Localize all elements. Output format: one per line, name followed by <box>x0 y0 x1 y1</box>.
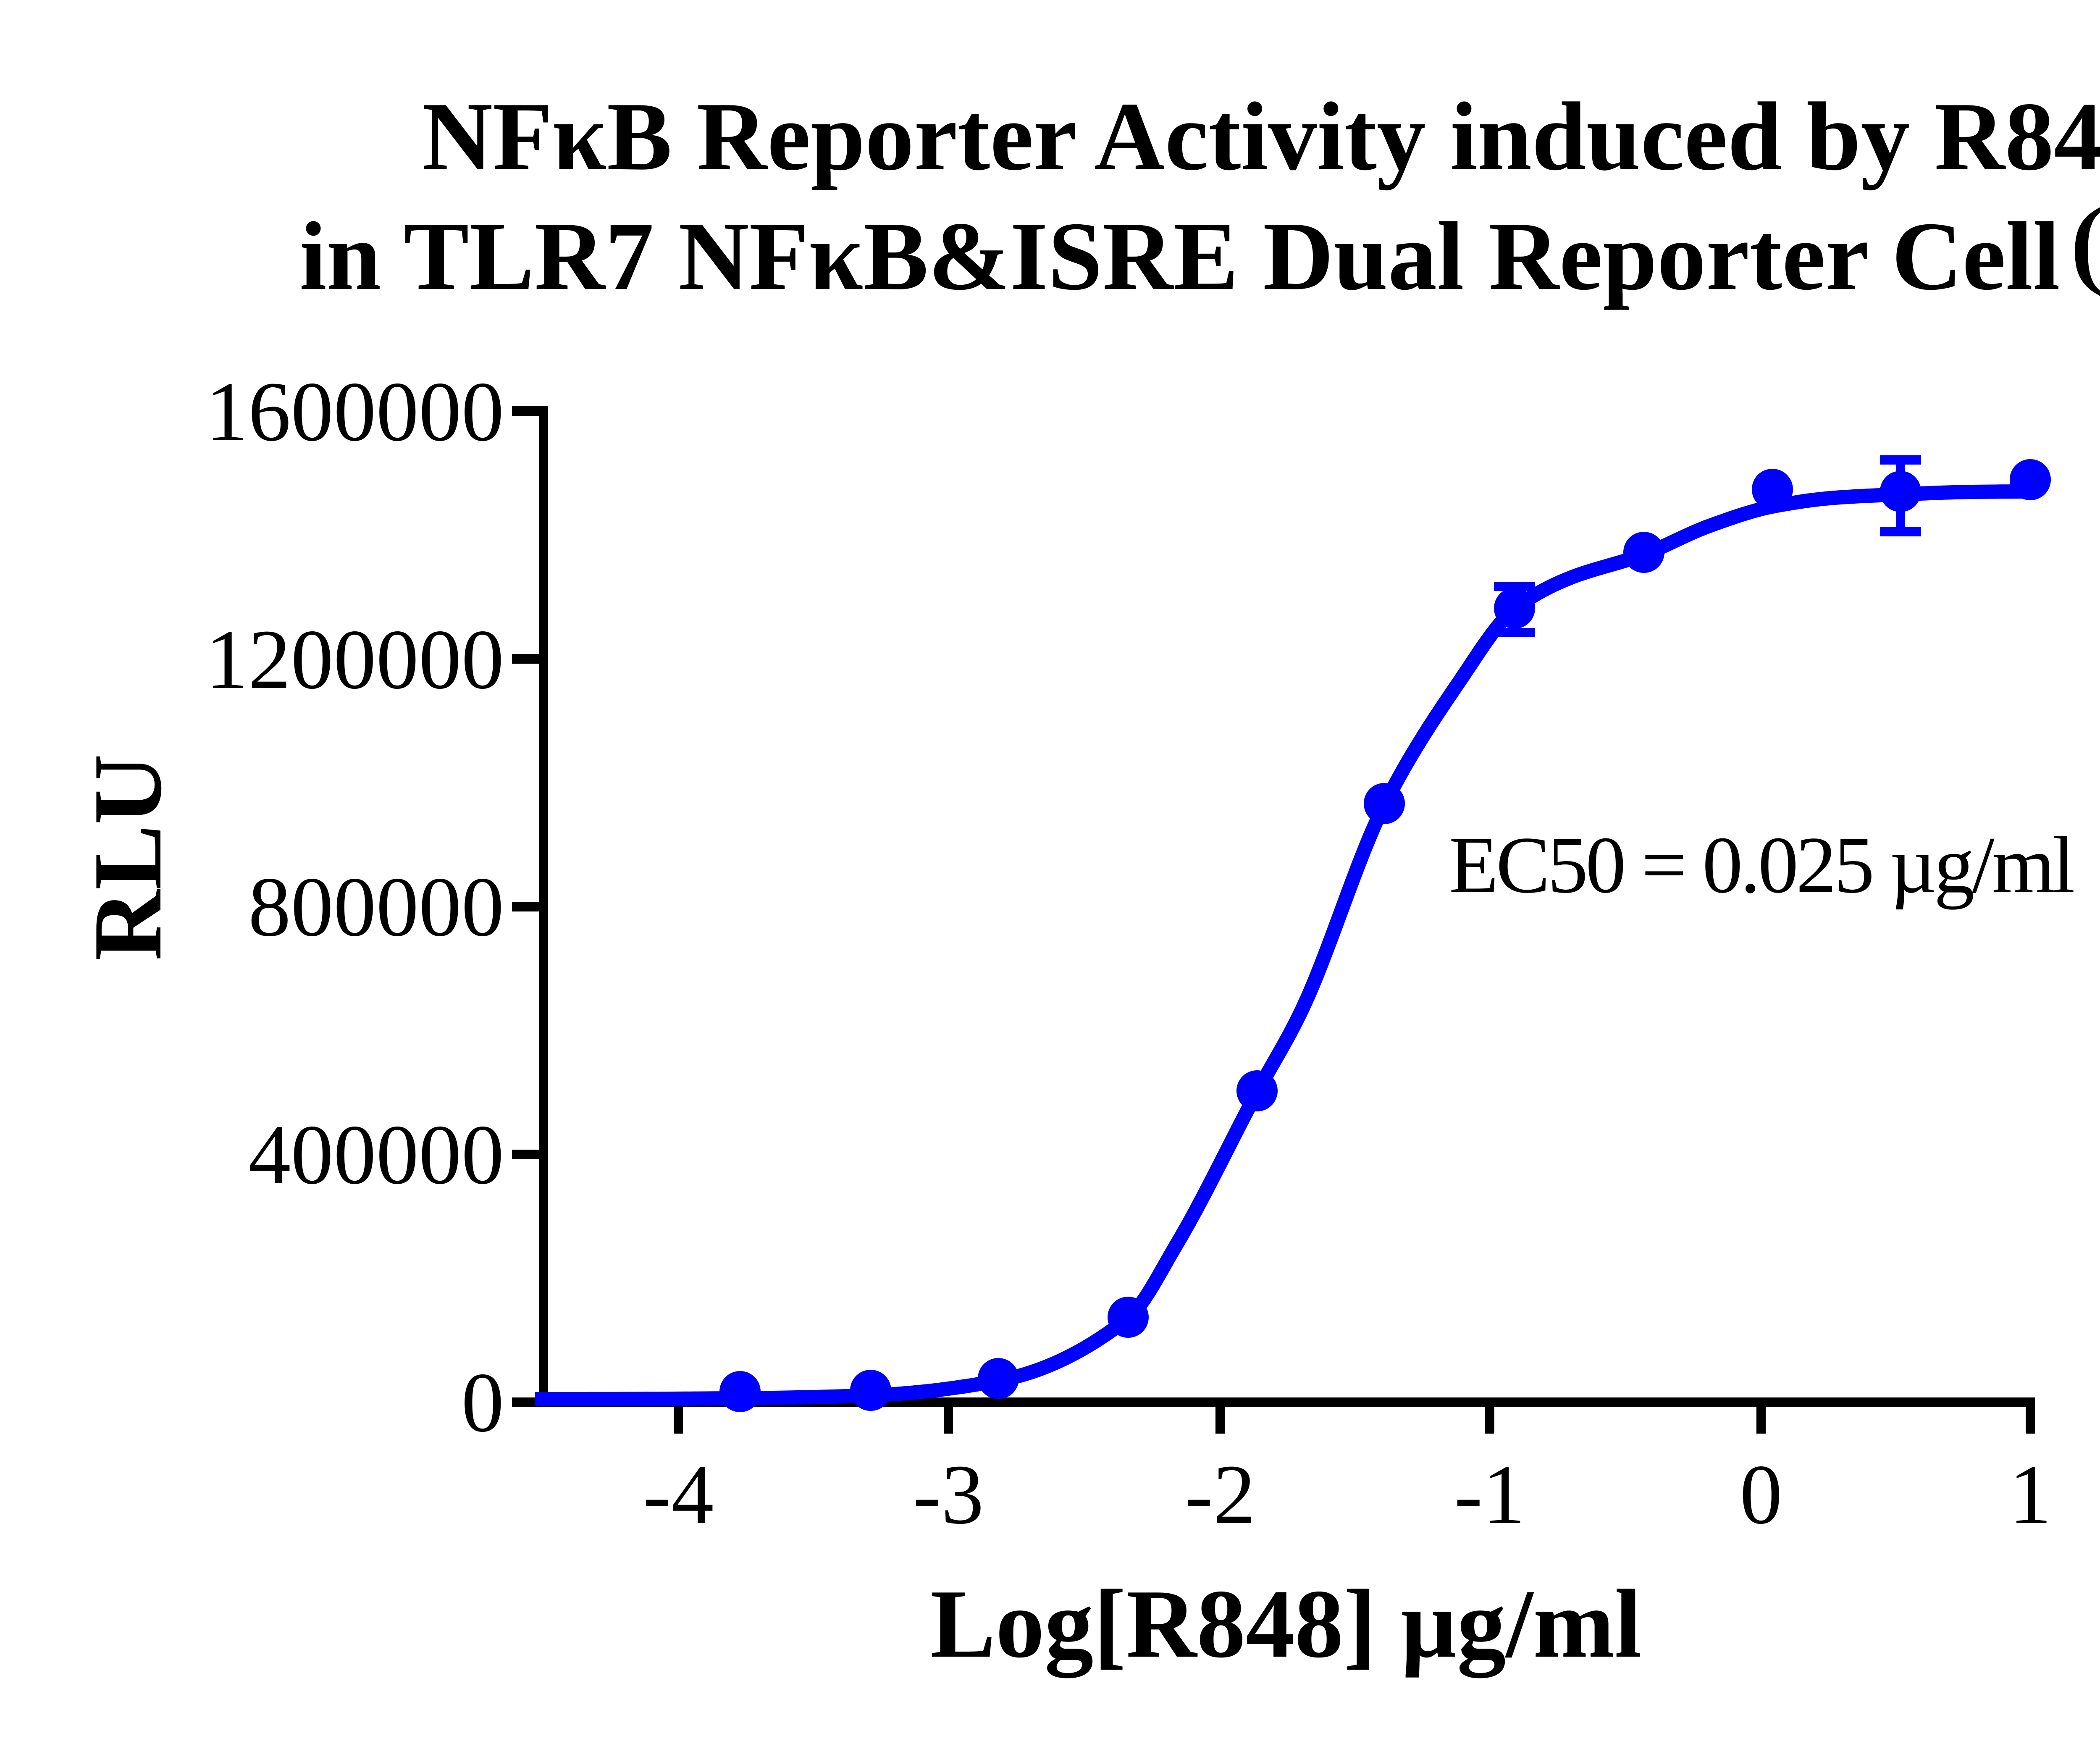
svg-text:NFκB Reporter Activity induced: NFκB Reporter Activity induced by R848 <box>422 82 2100 191</box>
svg-text:0: 0 <box>1740 1447 1782 1542</box>
svg-text:-2: -2 <box>1184 1447 1255 1542</box>
svg-text:400000: 400000 <box>248 1107 504 1202</box>
svg-text:800000: 800000 <box>248 859 504 954</box>
svg-text:-4: -4 <box>643 1447 714 1542</box>
svg-text:1600000: 1600000 <box>206 364 504 459</box>
svg-text:RLU: RLU <box>74 754 182 961</box>
svg-text:in TLR7 NFκB&ISRE Dual Reporte: in TLR7 NFκB&ISRE Dual Reporter Cell(C3) <box>299 188 2100 310</box>
svg-text:EC50 = 0.025 µg/ml: EC50 = 0.025 µg/ml <box>1449 820 2074 910</box>
svg-text:-3: -3 <box>913 1447 984 1542</box>
svg-text:-1: -1 <box>1454 1447 1525 1542</box>
svg-text:1200000: 1200000 <box>206 612 504 707</box>
svg-text:0: 0 <box>462 1355 504 1450</box>
svg-text:Log[R848] µg/ml: Log[R848] µg/ml <box>930 1570 1642 1678</box>
svg-text:1: 1 <box>2009 1447 2052 1542</box>
